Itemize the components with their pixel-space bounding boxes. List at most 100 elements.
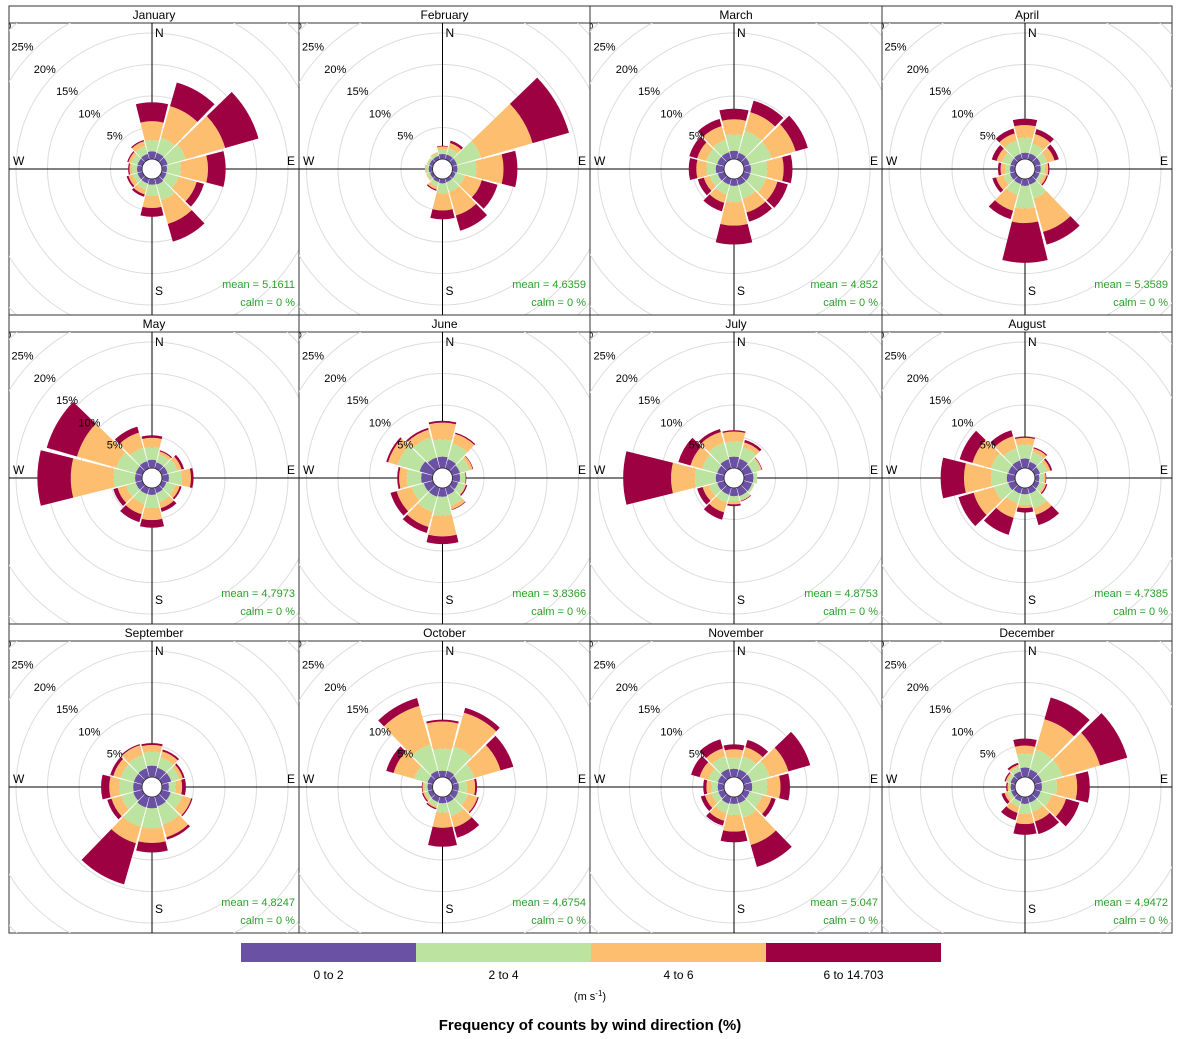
sector-240-bin-0 bbox=[423, 480, 436, 492]
sector-300-bin-3 bbox=[386, 746, 406, 773]
panel-title: June bbox=[431, 317, 457, 331]
sector-240-bin-3 bbox=[390, 491, 409, 516]
sector-330-bin-0 bbox=[139, 461, 150, 471]
sector-120-bin-1 bbox=[454, 482, 465, 495]
sector-300-bin-2 bbox=[388, 438, 410, 466]
sector-90-bin-1 bbox=[166, 162, 181, 176]
sector-120-bin-3 bbox=[1055, 798, 1080, 827]
sector-210-bin-2 bbox=[427, 182, 438, 190]
radial-tick-label: 30% bbox=[571, 637, 593, 649]
calm-annotation: calm = 0 % bbox=[1113, 915, 1168, 927]
panel-november: November5%10%15%20%25%30%35%40%NESWmean … bbox=[571, 623, 883, 934]
sector-120-bin-2 bbox=[459, 484, 467, 496]
sector-30-bin-0 bbox=[1027, 769, 1038, 780]
sector-0-bin-2 bbox=[1015, 437, 1035, 446]
sector-330-bin-1 bbox=[711, 756, 729, 774]
panel-february: February5%10%15%20%25%30%35%40%NESWmean … bbox=[280, 5, 591, 316]
sector-270-bin-3 bbox=[397, 467, 401, 489]
sector-270-bin-1 bbox=[406, 469, 422, 487]
sector-330-bin-2 bbox=[999, 133, 1017, 148]
sector-30-bin-0 bbox=[1027, 153, 1037, 162]
sector-210-bin-1 bbox=[123, 802, 147, 827]
sector-90-bin-1 bbox=[1038, 473, 1044, 483]
sector-180-bin-3 bbox=[139, 518, 165, 528]
sector-240-bin-0 bbox=[717, 171, 727, 181]
calm-annotation: calm = 0 % bbox=[823, 915, 878, 927]
legend-label-3: 6 to 14.703 bbox=[823, 968, 883, 982]
calm-circle bbox=[432, 158, 453, 180]
radial-tick-label: 15% bbox=[347, 86, 369, 98]
radial-tick-label: 15% bbox=[638, 86, 660, 98]
sector-150-bin-0 bbox=[736, 176, 746, 186]
sector-0-bin-2 bbox=[437, 146, 448, 151]
calm-annotation: calm = 0 % bbox=[823, 297, 878, 309]
sector-180-bin-0 bbox=[729, 796, 739, 804]
radial-tick-labels: 5%10%15%20%25%30%35%40% bbox=[882, 332, 996, 452]
sector-120-bin-3 bbox=[766, 181, 788, 208]
sector-150-bin-0 bbox=[154, 176, 164, 185]
sector-180-bin-2 bbox=[727, 500, 741, 505]
sector-270-bin-3 bbox=[688, 158, 698, 180]
sector-30-bin-3 bbox=[1044, 697, 1090, 737]
sector-90-bin-3 bbox=[181, 778, 186, 796]
sector-270-bin-1 bbox=[113, 468, 136, 488]
calm-annotation: calm = 0 % bbox=[240, 606, 295, 618]
sector-90-bin-1 bbox=[751, 778, 768, 796]
legend-bar-2 bbox=[591, 943, 766, 962]
panel-title: January bbox=[133, 8, 176, 22]
sector-30-bin-0 bbox=[154, 462, 164, 471]
radial-tick-label: 30% bbox=[280, 19, 302, 31]
direction-labels: N E S W bbox=[594, 335, 878, 607]
sector-0-bin-1 bbox=[1016, 444, 1034, 460]
sector-90-bin-1 bbox=[459, 472, 466, 484]
sector-150-bin-0 bbox=[1027, 485, 1037, 494]
sector-240-bin-2 bbox=[396, 486, 420, 512]
direction-labels: N E S W bbox=[886, 26, 1168, 298]
sector-150-bin-1 bbox=[1029, 489, 1047, 509]
wind-sectors bbox=[940, 430, 1060, 535]
sector-270-bin-0 bbox=[1009, 165, 1016, 173]
sector-300-bin-2 bbox=[1005, 773, 1012, 782]
sector-60-bin-1 bbox=[1037, 759, 1063, 783]
sector-0-bin-3 bbox=[426, 719, 459, 724]
wind-sectors bbox=[81, 742, 193, 885]
sector-150-bin-3 bbox=[455, 203, 488, 231]
radial-tick-label: 30% bbox=[280, 637, 302, 649]
sector-120-bin-1 bbox=[452, 172, 465, 186]
sector-240-bin-2 bbox=[703, 175, 716, 191]
sector-300-bin-2 bbox=[426, 157, 432, 165]
direction-label-e: E bbox=[870, 463, 878, 477]
sector-180-bin-1 bbox=[1015, 185, 1035, 209]
sector-120-bin-2 bbox=[1039, 483, 1047, 494]
radial-tick-label: 15% bbox=[56, 704, 78, 716]
speed-legend: 0 to 2 2 to 4 4 to 6 6 to 14.703 (m s-1) Fr… bbox=[241, 943, 941, 1034]
sector-60-bin-2 bbox=[762, 124, 796, 159]
radial-tick-labels: 5%10%15%20%25%30%35%40% bbox=[280, 637, 413, 761]
sector-330-bin-1 bbox=[1003, 448, 1020, 465]
radial-tick-label: 15% bbox=[638, 395, 660, 407]
panel-title: September bbox=[125, 626, 184, 640]
sector-60-bin-3 bbox=[774, 731, 811, 772]
sector-330-bin-2 bbox=[700, 432, 724, 452]
sector-300-bin-3 bbox=[691, 755, 709, 778]
sector-150-bin-0 bbox=[1027, 176, 1037, 185]
sector-180-bin-1 bbox=[144, 494, 160, 509]
sector-90-bin-0 bbox=[452, 783, 459, 791]
sector-210-bin-2 bbox=[996, 496, 1018, 518]
sector-240-bin-1 bbox=[126, 482, 140, 497]
sector-240-bin-0 bbox=[133, 789, 145, 801]
direction-label-s: S bbox=[446, 902, 454, 916]
panel-title: July bbox=[725, 317, 746, 331]
radial-tick-label: 5% bbox=[107, 440, 123, 452]
sector-210-bin-0 bbox=[721, 485, 732, 495]
direction-label-e: E bbox=[287, 154, 295, 168]
direction-labels: N E S W bbox=[13, 335, 295, 607]
sector-210-bin-1 bbox=[418, 491, 438, 512]
direction-label-s: S bbox=[737, 902, 745, 916]
calm-circle bbox=[723, 776, 745, 798]
sector-180-bin-1 bbox=[145, 184, 159, 197]
sector-150-bin-2 bbox=[161, 192, 192, 225]
sector-330-bin-1 bbox=[431, 153, 439, 160]
sector-240-bin-2 bbox=[1004, 792, 1012, 802]
